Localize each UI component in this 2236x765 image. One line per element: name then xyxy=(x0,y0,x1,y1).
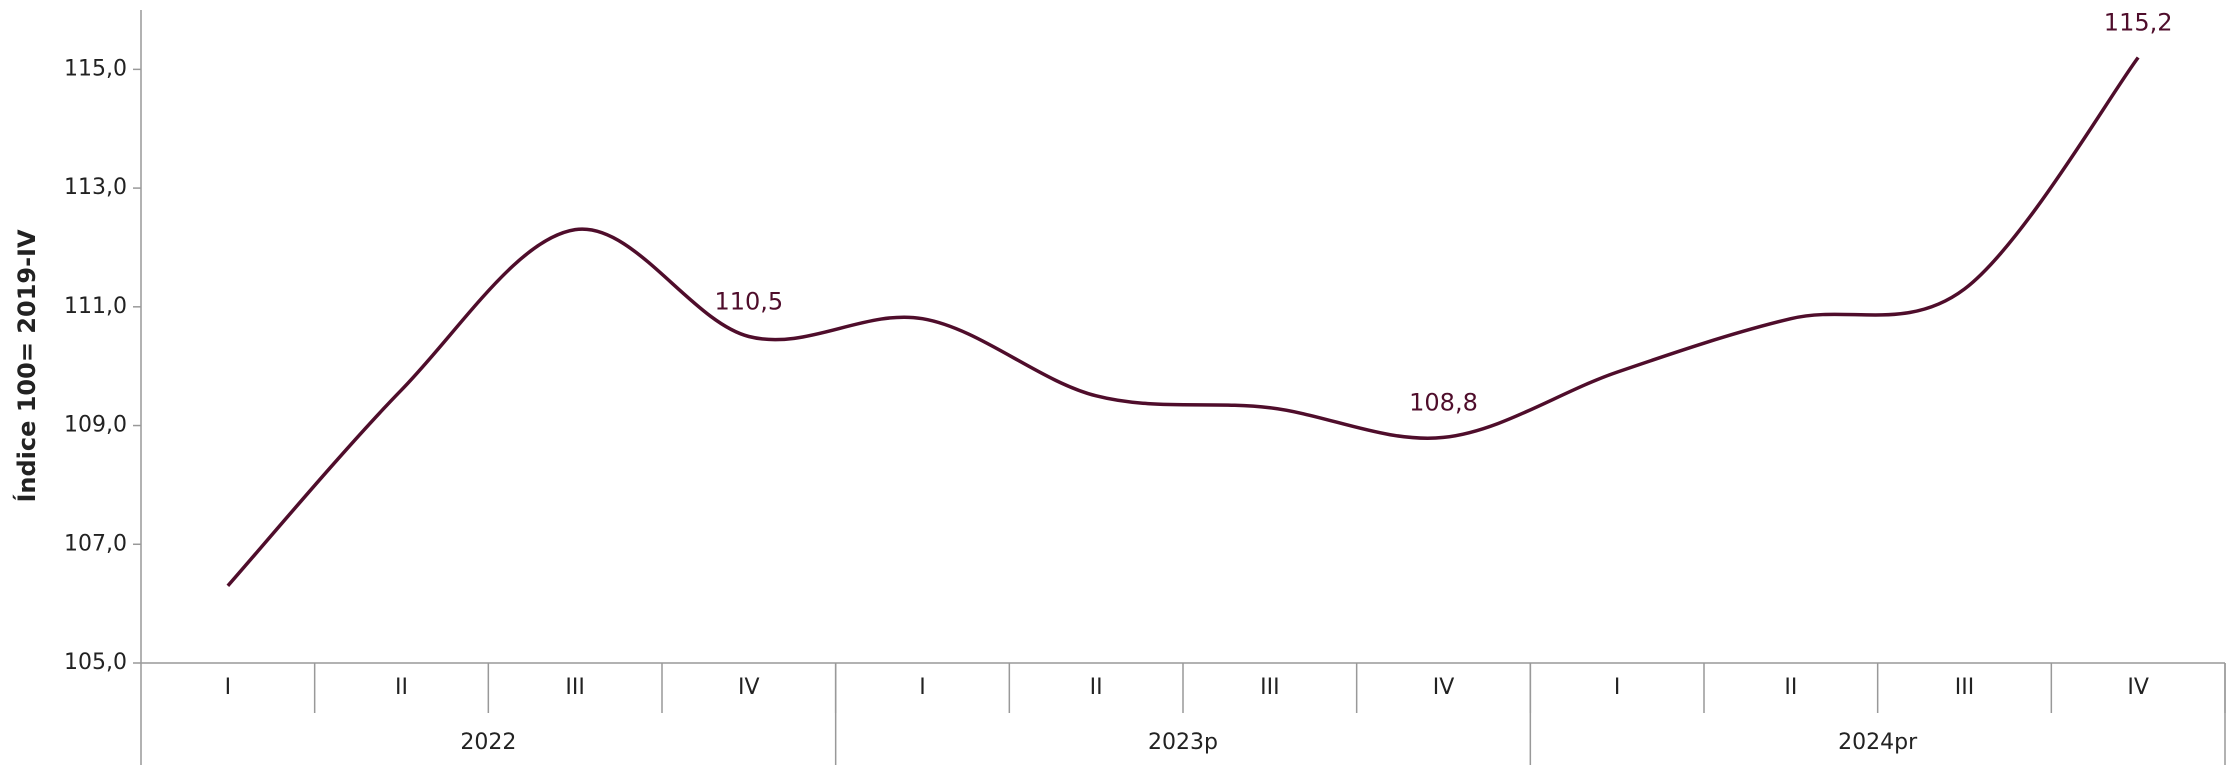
group-label: 2023p xyxy=(1148,730,1218,755)
x-tick-label: I xyxy=(225,675,232,700)
y-axis-label: Índice 100= 2019-IV xyxy=(12,229,41,503)
x-tick-label: I xyxy=(1614,675,1621,700)
x-tick-label: II xyxy=(1784,675,1797,700)
y-tick-label: 109,0 xyxy=(64,413,127,438)
y-tick-label: 107,0 xyxy=(64,531,127,556)
group-label: 2022 xyxy=(460,730,516,755)
y-tick-label: 105,0 xyxy=(64,650,127,675)
line xyxy=(226,56,2140,587)
data-label: 110,5 xyxy=(714,288,783,316)
x-tick-label: III xyxy=(565,675,584,700)
x-tick-label: I xyxy=(919,675,926,700)
y-tick-label: 115,0 xyxy=(64,56,127,81)
x-tick-label: II xyxy=(395,675,408,700)
x-tick-label: IV xyxy=(1433,675,1455,700)
data-label: 108,8 xyxy=(1409,388,1478,416)
x-tick-label: IV xyxy=(2127,675,2149,700)
group-label: 2024pr xyxy=(1838,730,1918,755)
y-tick-label: 111,0 xyxy=(64,294,127,319)
x-tick-label: II xyxy=(1090,675,1103,700)
x-tick-label: III xyxy=(1260,675,1279,700)
y-tick-label: 113,0 xyxy=(64,175,127,200)
x-tick-label: IV xyxy=(738,675,760,700)
data-label: 115,2 xyxy=(2104,8,2173,36)
x-tick-label: III xyxy=(1955,675,1974,700)
